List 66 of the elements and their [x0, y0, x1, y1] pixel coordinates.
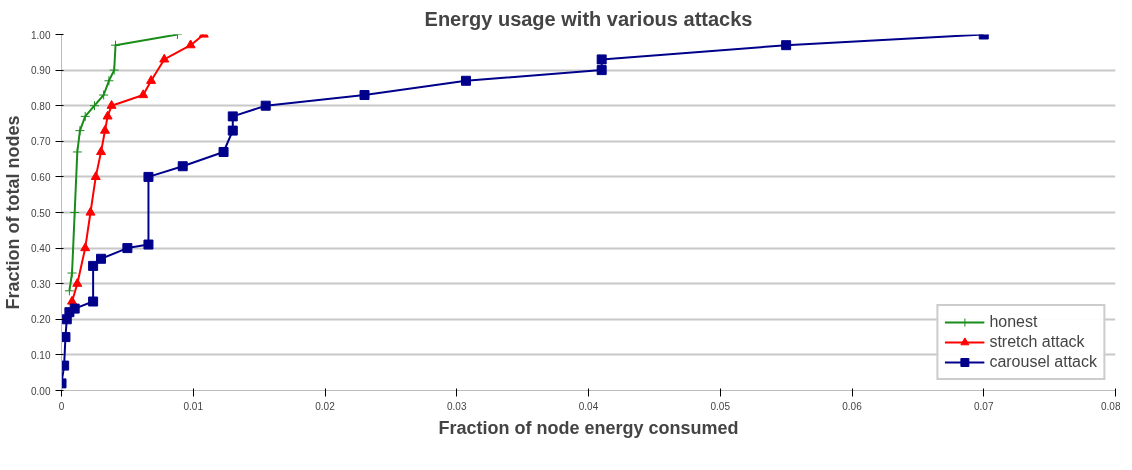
legend-label: honest [989, 313, 1038, 331]
point [596, 65, 607, 76]
point [103, 75, 114, 86]
point [106, 100, 117, 109]
y-tick-label: 0.10 [31, 349, 51, 361]
y-tick-label: 0.50 [31, 207, 51, 219]
point [146, 75, 157, 84]
point [143, 171, 154, 182]
point [227, 111, 238, 122]
point [80, 111, 91, 122]
point [185, 39, 196, 49]
point [143, 239, 154, 250]
point [260, 100, 271, 111]
point [96, 253, 107, 264]
point [72, 146, 83, 157]
y-tick-label: 0.60 [31, 171, 51, 183]
point [596, 54, 607, 65]
point [98, 90, 109, 101]
point [99, 124, 110, 134]
chart-title: Energy usage with various attacks [424, 7, 753, 30]
x-tick-label: 0.04 [578, 400, 599, 412]
x-tick-label: 0.07 [974, 400, 994, 412]
x-tick-label: 0.06 [842, 400, 863, 412]
legend-label: stretch attack [989, 333, 1085, 351]
point [359, 90, 370, 101]
point [781, 40, 792, 51]
point [67, 268, 78, 279]
x-tick-label: 0.03 [447, 400, 467, 412]
x-tick-label: 0 [58, 400, 65, 412]
x-axis-title: Fraction of node energy consumed [438, 417, 739, 438]
y-axis-title: Fraction of total nodes [3, 115, 24, 310]
point [218, 146, 229, 157]
y-tick-label: 0.30 [31, 278, 51, 290]
x-tick-label: 0.01 [183, 400, 204, 412]
point [96, 146, 107, 156]
x-tick-label: 0.08 [1101, 400, 1121, 412]
y-tick-label: 0.20 [31, 314, 51, 326]
point [61, 360, 70, 371]
y-tick-label: 0.90 [31, 65, 51, 77]
y-tick-label: 0.40 [31, 243, 51, 255]
point [74, 125, 85, 136]
point [460, 75, 471, 86]
point [88, 260, 99, 271]
point [102, 110, 113, 120]
x-tick-label: 0.02 [315, 400, 336, 412]
point [227, 125, 238, 136]
point [159, 53, 170, 63]
point [90, 171, 101, 180]
point [85, 206, 96, 216]
x-tick-label: 0.05 [710, 400, 731, 412]
point [80, 242, 91, 252]
point [61, 332, 71, 343]
point [69, 303, 80, 314]
point [72, 278, 83, 287]
y-tick-label: 0.80 [31, 100, 51, 112]
point [138, 89, 149, 99]
y-tick-label: 1.00 [31, 29, 51, 41]
y-tick-label: 0.70 [31, 136, 51, 148]
point [109, 65, 120, 76]
legend-label: carousel attack [989, 353, 1097, 371]
y-tick-label: 0.00 [31, 385, 51, 397]
point [89, 100, 100, 111]
point [122, 243, 133, 254]
point [177, 161, 188, 172]
point [88, 296, 99, 307]
point [64, 285, 75, 296]
